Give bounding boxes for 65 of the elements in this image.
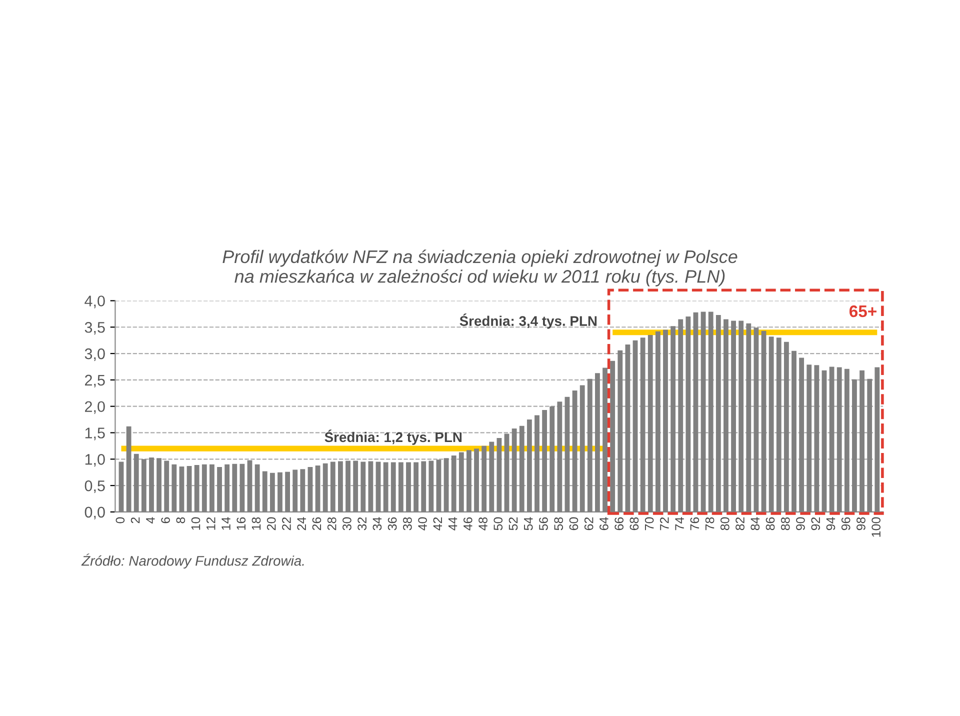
x-tick-label: 100 bbox=[872, 517, 881, 537]
x-tick-label: 20 bbox=[266, 517, 276, 530]
x-tick-label: 52 bbox=[508, 517, 518, 530]
y-tick-label: 0,0 bbox=[84, 506, 105, 520]
x-tick-label: 44 bbox=[448, 517, 458, 530]
x-tick-label: 36 bbox=[388, 517, 397, 530]
annotation: 65+ bbox=[849, 305, 876, 318]
x-tick-label: 24 bbox=[297, 517, 306, 530]
x-tick-label: 86 bbox=[766, 517, 775, 530]
x-tick-label: 56 bbox=[539, 517, 548, 530]
x-tick-label: 88 bbox=[780, 517, 790, 530]
x-tick-label: 30 bbox=[342, 517, 352, 530]
x-tick-label: 38 bbox=[402, 517, 412, 530]
annotation: Średnia: 3,4 tys. PLN bbox=[460, 314, 597, 329]
x-tick-label: 92 bbox=[811, 517, 820, 530]
x-tick-label: 8 bbox=[176, 517, 186, 524]
x-tick-label: 34 bbox=[372, 517, 382, 530]
y-tick-label: 4,0 bbox=[84, 296, 105, 308]
x-tick-label: 28 bbox=[327, 517, 336, 530]
x-tick-label: 60 bbox=[569, 517, 578, 530]
x-tick-label: 0 bbox=[116, 517, 125, 524]
chart-title: Profil wydatków NFZ na świadczenia opieki zdrowotnej w Polsce na mieszkańca w zależności od wieku w 2011 roku (tys. PLN) bbox=[222, 250, 738, 286]
x-tick-label: 68 bbox=[630, 517, 639, 530]
y-tick-label: 3,5 bbox=[84, 322, 105, 335]
x-tick-label: 18 bbox=[252, 517, 261, 530]
x-tick-label: 96 bbox=[841, 517, 850, 530]
x-tick-label: 72 bbox=[660, 517, 669, 530]
x-tick-label: 32 bbox=[358, 517, 366, 530]
x-tick-label: 46 bbox=[463, 517, 472, 530]
x-tick-label: 42 bbox=[433, 517, 442, 530]
x-tick-label: 58 bbox=[554, 517, 564, 530]
x-tick-label: 76 bbox=[690, 517, 700, 530]
x-tick-label: 40 bbox=[418, 517, 427, 530]
x-tick-label: 26 bbox=[312, 517, 322, 530]
x-tick-label: 12 bbox=[206, 517, 216, 530]
x-tick-label: 16 bbox=[236, 517, 246, 530]
x-tick-label: 78 bbox=[705, 517, 714, 530]
y-tick-label: 0,5 bbox=[84, 480, 105, 494]
x-tick-label: 22 bbox=[282, 517, 291, 530]
x-tick-label: 74 bbox=[675, 517, 684, 530]
y-tick-label: 3,0 bbox=[84, 348, 105, 362]
x-tick-label: 82 bbox=[736, 517, 744, 530]
x-tick-label: 2 bbox=[130, 517, 140, 524]
x-tick-label: 98 bbox=[856, 517, 866, 530]
x-tick-label: 94 bbox=[826, 517, 836, 530]
x-tick-label: 64 bbox=[600, 517, 608, 530]
y-tick-label: 2,0 bbox=[85, 401, 105, 414]
x-tick-label: 70 bbox=[644, 517, 654, 530]
x-tick-label: 10 bbox=[191, 517, 200, 530]
x-tick-label: 90 bbox=[796, 517, 805, 530]
x-tick-label: 4 bbox=[146, 517, 155, 524]
x-tick-label: 54 bbox=[524, 517, 533, 530]
y-tick-label: 1,5 bbox=[85, 428, 105, 440]
x-tick-label: 14 bbox=[222, 517, 230, 530]
text: Źródło: Narodowy Fundusz Zdrowia. bbox=[81, 554, 304, 569]
x-tick-label: 48 bbox=[478, 517, 488, 530]
x-tick-label: 6 bbox=[161, 517, 170, 524]
y-tick-label: 2,5 bbox=[85, 374, 105, 388]
x-tick-label: 50 bbox=[494, 517, 503, 530]
x-tick-label: 84 bbox=[750, 517, 760, 530]
x-tick-label: 62 bbox=[584, 517, 594, 530]
annotation: Średnia: 1,2 tys. PLN bbox=[324, 430, 462, 445]
x-tick-label: 66 bbox=[614, 517, 624, 530]
x-tick-label: 80 bbox=[720, 517, 730, 530]
y-tick-label: 1,0 bbox=[85, 454, 105, 467]
